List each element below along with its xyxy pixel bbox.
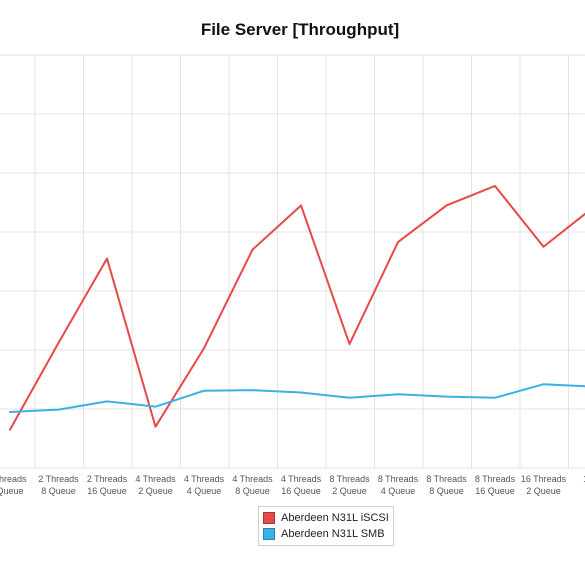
- x-tick-label: 16 Queue: [281, 486, 321, 496]
- data-point: [204, 348, 205, 349]
- x-tick-label: 4 Queue: [187, 486, 222, 496]
- legend-item-smb[interactable]: Aberdeen N31L SMB: [263, 526, 389, 542]
- chart-title: File Server [Throughput]: [201, 20, 399, 39]
- data-point: [155, 426, 156, 427]
- legend-item-iscsi[interactable]: Aberdeen N31L iSCSI: [263, 510, 389, 526]
- data-point: [446, 205, 447, 206]
- data-point: [301, 392, 302, 393]
- legend-swatch-smb: [263, 528, 275, 540]
- data-point: [252, 249, 253, 250]
- data-point: [495, 185, 496, 186]
- x-tick-label: 8 Threads: [426, 474, 467, 484]
- data-point: [349, 397, 350, 398]
- x-tick-label: 4 Threads: [135, 474, 176, 484]
- data-point: [543, 246, 544, 247]
- legend-label-iscsi: Aberdeen N31L iSCSI: [281, 512, 389, 524]
- data-point: [252, 390, 253, 391]
- x-tick-label: 16 Queue: [475, 486, 515, 496]
- gridlines: [0, 55, 585, 468]
- x-tick-label: Queue: [0, 486, 24, 496]
- data-point: [58, 409, 59, 410]
- data-point: [301, 205, 302, 206]
- x-axis-tick-labels: Threads Queue 2 Threads 8 Queue 2 Threads 16 …: [0, 474, 585, 496]
- data-point: [107, 401, 108, 402]
- data-point: [398, 242, 399, 243]
- x-tick-label: 8 Queue: [235, 486, 270, 496]
- x-tick-label: 4 Threads: [232, 474, 273, 484]
- series-lines: [10, 185, 585, 430]
- data-point: [495, 397, 496, 398]
- data-point: [204, 390, 205, 391]
- x-tick-label: 8 Threads: [475, 474, 516, 484]
- x-tick-label: 8 Threads: [378, 474, 419, 484]
- chart-legend: Aberdeen N31L iSCSI Aberdeen N31L SMB: [258, 506, 394, 546]
- x-tick-label: 16 Queue: [87, 486, 127, 496]
- data-point: [543, 384, 544, 385]
- data-point: [349, 344, 350, 345]
- x-tick-label: 4 Threads: [184, 474, 225, 484]
- x-tick-label: 16 Threads: [521, 474, 567, 484]
- x-tick-label: 2 Queue: [526, 486, 561, 496]
- data-point: [10, 411, 11, 412]
- data-point: [398, 394, 399, 395]
- x-tick-label: 4 Queue: [381, 486, 416, 496]
- x-tick-label: Threads: [0, 474, 27, 484]
- data-point: [446, 396, 447, 397]
- x-tick-label: 2 Queue: [138, 486, 173, 496]
- data-point: [107, 258, 108, 259]
- legend-swatch-iscsi: [263, 512, 275, 524]
- x-tick-label: 8 Threads: [329, 474, 370, 484]
- legend-label-smb: Aberdeen N31L SMB: [281, 528, 385, 540]
- x-tick-label: 2 Threads: [38, 474, 79, 484]
- x-tick-label: 8 Queue: [429, 486, 464, 496]
- data-point: [155, 406, 156, 407]
- x-tick-label: 4 Threads: [281, 474, 322, 484]
- series-line-smb: [10, 384, 585, 412]
- x-tick-label: 2 Threads: [87, 474, 128, 484]
- x-tick-label: 2 Queue: [332, 486, 367, 496]
- data-point: [10, 429, 11, 430]
- data-point: [58, 342, 59, 343]
- x-tick-label: 8 Queue: [41, 486, 76, 496]
